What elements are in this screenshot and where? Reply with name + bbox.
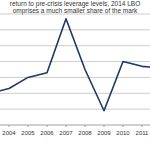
x-tick [85, 125, 86, 127]
x-tick [142, 125, 143, 127]
x-tick-label: 2010 [116, 130, 130, 136]
x-tick-label: 2011 [136, 130, 150, 136]
x-tick-label: 2007 [59, 130, 73, 136]
x-tick [47, 125, 48, 127]
plot-area [0, 19, 150, 111]
grid-line [0, 109, 150, 110]
x-tick [9, 125, 10, 127]
grid-line [0, 29, 150, 30]
grid-line [0, 45, 150, 46]
grid-line [0, 77, 150, 78]
grid-line [0, 93, 150, 94]
grid-line [0, 125, 150, 126]
x-tick-label: 2008 [78, 130, 92, 136]
x-tick-label: 2004 [2, 130, 16, 136]
x-tick [28, 125, 29, 127]
grid-line [0, 14, 150, 15]
x-tick-label: 2009 [97, 130, 111, 136]
x-tick [123, 125, 124, 127]
x-tick [66, 125, 67, 127]
x-tick [104, 125, 105, 127]
x-tick-label: 2005 [21, 130, 35, 136]
chart: return to pre-crisis leverage levels, 20… [0, 0, 150, 150]
x-tick-label: 2006 [40, 130, 54, 136]
data-line [0, 19, 150, 111]
